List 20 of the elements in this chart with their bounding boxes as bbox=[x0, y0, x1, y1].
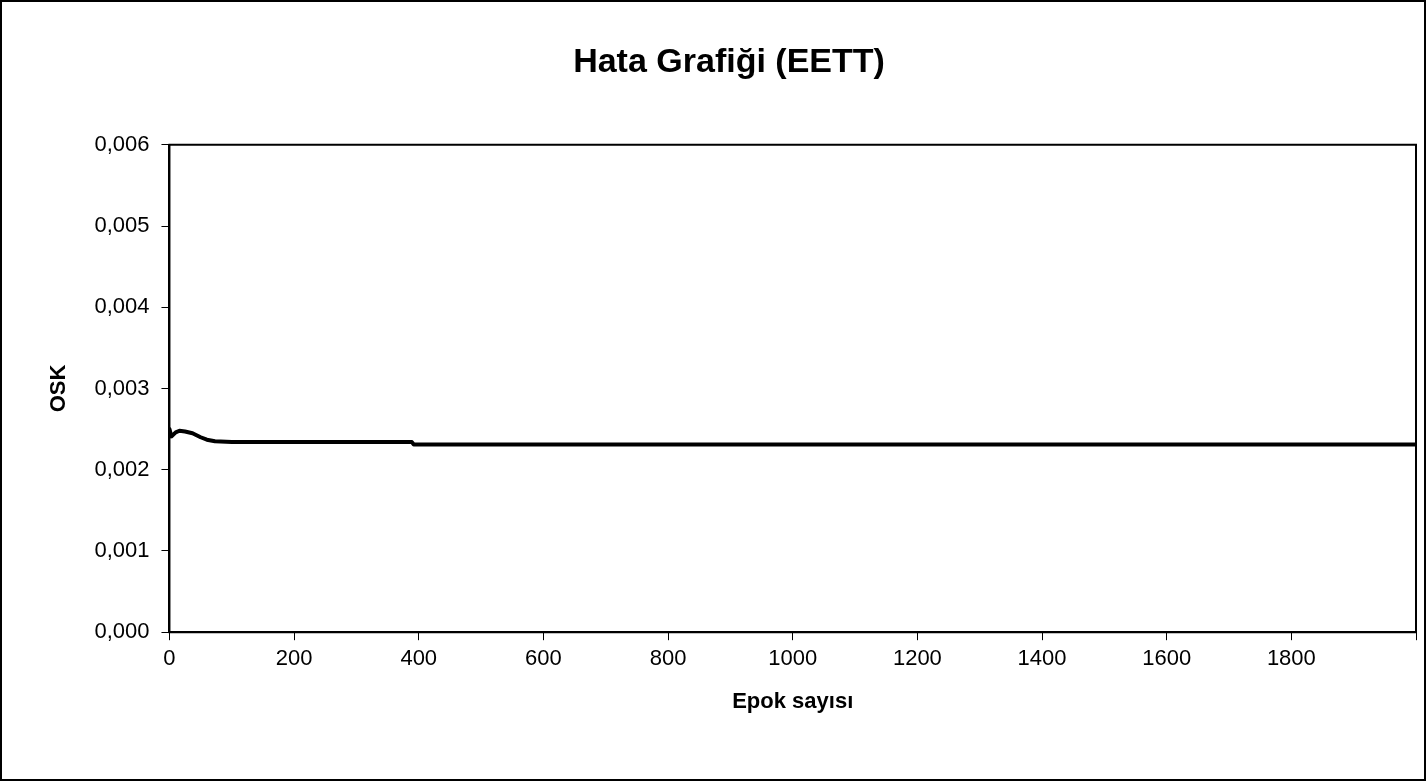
x-tick-label: 800 bbox=[649, 645, 687, 671]
y-axis-title: OSK bbox=[45, 364, 71, 413]
chart-title: Hata Grafiği (EETT) bbox=[573, 40, 885, 79]
y-tick-label: 0,003 bbox=[94, 374, 150, 400]
x-axis-title: Epok sayısı bbox=[732, 687, 854, 713]
y-tick-label: 0,000 bbox=[94, 618, 150, 644]
x-tick-label: 1800 bbox=[1266, 645, 1316, 671]
x-tick-label: 1000 bbox=[768, 645, 818, 671]
y-tick-label: 0,001 bbox=[94, 537, 150, 563]
x-tick-label: 1400 bbox=[1017, 645, 1067, 671]
x-tick-label: 1200 bbox=[892, 645, 942, 671]
x-tick-label: 200 bbox=[275, 645, 313, 671]
x-tick-label: 0 bbox=[163, 645, 176, 671]
x-tick-label: 1600 bbox=[1142, 645, 1192, 671]
y-tick-label: 0,002 bbox=[94, 455, 150, 481]
x-tick-label: 400 bbox=[400, 645, 438, 671]
y-tick-label: 0,006 bbox=[94, 130, 150, 156]
y-tick-label: 0,005 bbox=[94, 212, 150, 238]
y-tick-label: 0,004 bbox=[94, 293, 150, 319]
x-tick-label: 600 bbox=[525, 645, 562, 671]
